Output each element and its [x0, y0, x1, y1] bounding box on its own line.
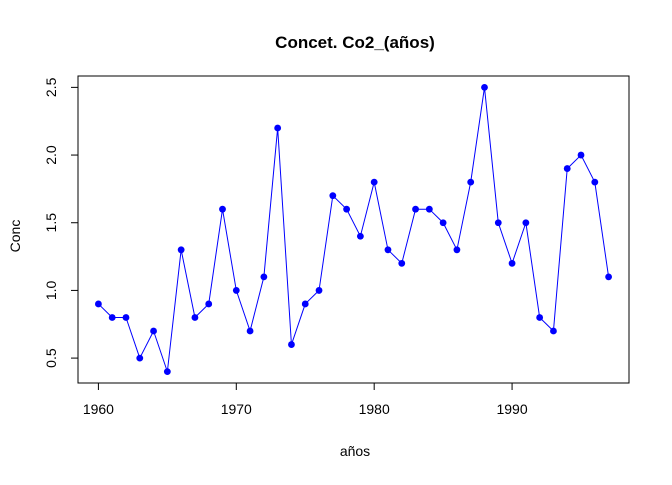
- data-point: [288, 341, 295, 348]
- data-point: [467, 178, 475, 186]
- data-point: [232, 287, 240, 294]
- data-point: [412, 205, 419, 213]
- y-tick-label: 0.5: [43, 348, 59, 368]
- x-tick-label: 1960: [83, 401, 114, 417]
- y-tick-label: 2.5: [43, 77, 59, 97]
- data-point: [205, 300, 213, 308]
- data-point: [315, 287, 323, 294]
- data-point: [191, 314, 199, 321]
- x-tick-label: 1970: [221, 401, 252, 417]
- data-point: [343, 205, 351, 213]
- chart-title: Concet. Co2_(años): [275, 33, 435, 52]
- data-point: [398, 259, 406, 267]
- series-layer: [95, 83, 612, 376]
- data-point: [563, 165, 571, 172]
- data-point: [260, 273, 268, 281]
- data-point: [522, 219, 530, 227]
- data-point: [591, 178, 599, 186]
- data-point: [136, 354, 144, 362]
- data-point: [329, 192, 337, 200]
- data-point: [246, 327, 254, 335]
- data-point: [425, 205, 433, 213]
- data-point: [481, 83, 488, 91]
- data-point: [439, 219, 447, 227]
- y-axis: 0.5 1.0 1.5 2.0 2.5: [43, 77, 79, 368]
- data-point: [108, 314, 116, 321]
- data-point: [274, 124, 282, 132]
- y-axis-label: Conc: [7, 220, 23, 253]
- data-point: [508, 259, 516, 267]
- data-point: [577, 151, 585, 159]
- data-point: [384, 246, 392, 254]
- x-tick-label: 1990: [496, 401, 527, 417]
- data-point: [95, 300, 102, 308]
- data-point: [219, 205, 226, 213]
- y-tick-label: 1.0: [43, 280, 59, 300]
- data-point: [494, 219, 502, 227]
- x-axis: 1960 1970 1980 1990: [83, 382, 528, 417]
- data-point: [370, 178, 378, 186]
- data-point: [605, 273, 612, 281]
- y-tick-label: 2.0: [43, 145, 59, 165]
- plot-frame: [77, 75, 630, 384]
- data-point: [550, 327, 557, 335]
- y-tick-label: 1.5: [43, 213, 59, 233]
- data-point: [163, 368, 171, 376]
- data-point: [150, 327, 157, 335]
- data-point: [356, 232, 364, 240]
- data-point: [301, 300, 309, 308]
- x-axis-label: años: [340, 443, 370, 459]
- x-tick-label: 1980: [359, 401, 390, 417]
- data-point: [177, 246, 185, 254]
- series-line: [98, 87, 610, 372]
- data-point: [536, 314, 544, 321]
- data-point: [453, 246, 461, 254]
- data-point: [122, 314, 130, 321]
